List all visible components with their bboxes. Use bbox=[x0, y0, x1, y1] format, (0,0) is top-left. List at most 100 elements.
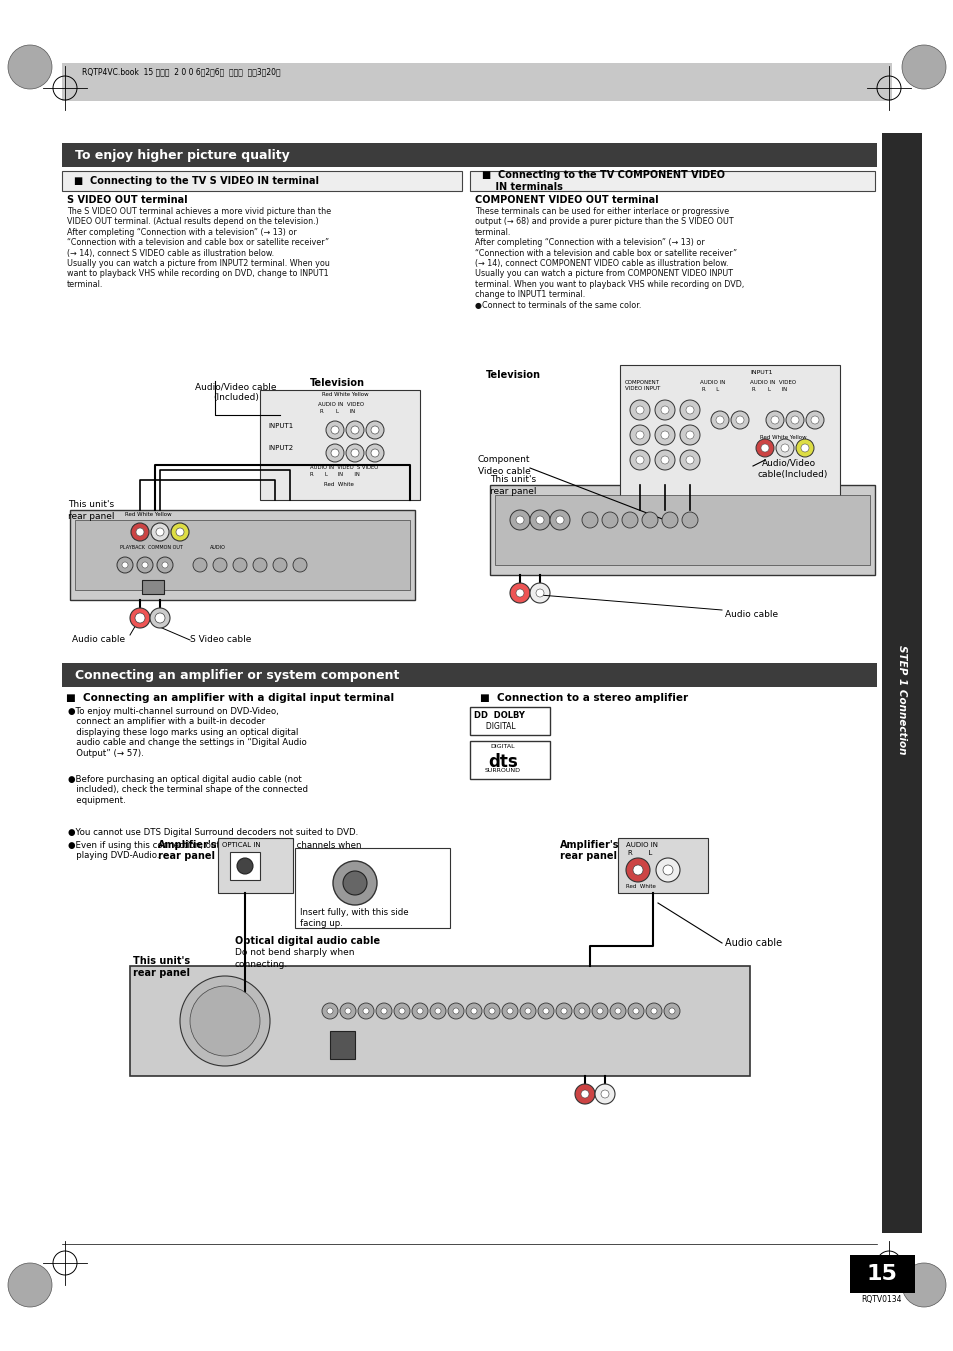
Text: ●To enjoy multi-channel surround on DVD-Video,
   connect an amplifier with a bu: ●To enjoy multi-channel surround on DVD-… bbox=[68, 707, 307, 758]
Circle shape bbox=[730, 411, 748, 430]
Text: R       L      IN       IN: R L IN IN bbox=[310, 471, 359, 477]
Text: Television: Television bbox=[310, 378, 365, 388]
Circle shape bbox=[489, 1008, 495, 1015]
Text: DIGITAL: DIGITAL bbox=[474, 721, 515, 731]
Circle shape bbox=[901, 45, 945, 89]
Circle shape bbox=[236, 858, 253, 874]
Text: DIGITAL: DIGITAL bbox=[490, 744, 514, 748]
Text: Connecting an amplifier or system component: Connecting an amplifier or system compon… bbox=[75, 669, 399, 681]
Circle shape bbox=[327, 1008, 333, 1015]
Circle shape bbox=[516, 516, 523, 524]
Text: S Video cable: S Video cable bbox=[190, 635, 251, 644]
Circle shape bbox=[137, 557, 152, 573]
Circle shape bbox=[156, 528, 164, 536]
Text: Audio/Video cable: Audio/Video cable bbox=[194, 382, 276, 392]
Circle shape bbox=[519, 1002, 536, 1019]
Bar bbox=[470, 740, 550, 780]
Circle shape bbox=[394, 1002, 410, 1019]
Circle shape bbox=[901, 1263, 945, 1306]
Circle shape bbox=[679, 400, 700, 420]
Text: Audio cable: Audio cable bbox=[724, 611, 778, 619]
Circle shape bbox=[453, 1008, 458, 1015]
Circle shape bbox=[627, 1002, 643, 1019]
Text: R       L      IN: R L IN bbox=[751, 386, 786, 392]
Bar bbox=[62, 101, 891, 1281]
Text: AUDIO IN  VIDEO  S VIDEO: AUDIO IN VIDEO S VIDEO bbox=[310, 465, 377, 470]
Bar bbox=[849, 1255, 914, 1293]
Circle shape bbox=[810, 416, 818, 424]
Circle shape bbox=[465, 1002, 481, 1019]
Text: Audio cable: Audio cable bbox=[71, 635, 125, 644]
Circle shape bbox=[371, 449, 378, 457]
Circle shape bbox=[375, 1002, 392, 1019]
Circle shape bbox=[633, 865, 642, 875]
Text: ●Before purchasing an optical digital audio cable (not
   included), check the t: ●Before purchasing an optical digital au… bbox=[68, 775, 308, 805]
Text: R       L      IN: R L IN bbox=[319, 409, 355, 413]
Circle shape bbox=[801, 444, 808, 453]
Bar bbox=[70, 509, 415, 600]
Text: connecting.: connecting. bbox=[234, 961, 288, 969]
Circle shape bbox=[629, 426, 649, 444]
Text: Television: Television bbox=[485, 370, 540, 380]
Circle shape bbox=[578, 1008, 584, 1015]
Circle shape bbox=[357, 1002, 374, 1019]
Circle shape bbox=[770, 416, 779, 424]
Circle shape bbox=[346, 422, 364, 439]
Text: Optical digital audio cable: Optical digital audio cable bbox=[234, 936, 379, 946]
Circle shape bbox=[339, 1002, 355, 1019]
Bar bbox=[218, 838, 293, 893]
Text: AUDIO IN: AUDIO IN bbox=[700, 380, 724, 385]
Circle shape bbox=[775, 439, 793, 457]
Circle shape bbox=[655, 426, 675, 444]
Circle shape bbox=[581, 512, 598, 528]
Text: SURROUND: SURROUND bbox=[484, 767, 520, 773]
Circle shape bbox=[685, 431, 693, 439]
Bar bbox=[62, 172, 461, 190]
Text: RQTV0134: RQTV0134 bbox=[861, 1296, 902, 1304]
Circle shape bbox=[663, 1002, 679, 1019]
Circle shape bbox=[537, 1002, 554, 1019]
Text: Component: Component bbox=[477, 455, 530, 463]
Text: INPUT2: INPUT2 bbox=[268, 444, 293, 451]
Circle shape bbox=[609, 1002, 625, 1019]
Circle shape bbox=[575, 1084, 595, 1104]
Circle shape bbox=[471, 1008, 476, 1015]
Circle shape bbox=[380, 1008, 387, 1015]
Circle shape bbox=[615, 1008, 620, 1015]
Text: S VIDEO OUT terminal: S VIDEO OUT terminal bbox=[67, 195, 188, 205]
Circle shape bbox=[233, 558, 247, 571]
Circle shape bbox=[322, 1002, 337, 1019]
Circle shape bbox=[516, 589, 523, 597]
Text: This unit's: This unit's bbox=[490, 476, 536, 484]
Text: COMPONENT VIDEO OUT terminal: COMPONENT VIDEO OUT terminal bbox=[475, 195, 658, 205]
Circle shape bbox=[655, 450, 675, 470]
Circle shape bbox=[600, 1090, 608, 1098]
Circle shape bbox=[650, 1008, 657, 1015]
Circle shape bbox=[193, 558, 207, 571]
Text: cable(Included): cable(Included) bbox=[758, 470, 827, 480]
Bar bbox=[62, 63, 891, 101]
Circle shape bbox=[597, 1008, 602, 1015]
Text: rear panel: rear panel bbox=[158, 851, 214, 861]
Circle shape bbox=[8, 1263, 52, 1306]
Text: ■  Connecting to the TV COMPONENT VIDEO
    IN terminals: ■ Connecting to the TV COMPONENT VIDEO I… bbox=[481, 170, 724, 192]
Circle shape bbox=[150, 608, 170, 628]
Text: rear panel: rear panel bbox=[559, 851, 617, 861]
Circle shape bbox=[151, 523, 169, 540]
Circle shape bbox=[351, 426, 358, 434]
Circle shape bbox=[536, 589, 543, 597]
Bar bbox=[619, 365, 840, 509]
Circle shape bbox=[430, 1002, 446, 1019]
Bar bbox=[62, 663, 876, 688]
Circle shape bbox=[506, 1008, 513, 1015]
Text: STEP 1 Connection: STEP 1 Connection bbox=[896, 646, 906, 755]
Circle shape bbox=[343, 871, 367, 894]
Text: ●You cannot use DTS Digital Surround decoders not suited to DVD.: ●You cannot use DTS Digital Surround dec… bbox=[68, 828, 358, 838]
Circle shape bbox=[660, 431, 668, 439]
Circle shape bbox=[501, 1002, 517, 1019]
Circle shape bbox=[412, 1002, 428, 1019]
Circle shape bbox=[448, 1002, 463, 1019]
Circle shape bbox=[346, 444, 364, 462]
Bar bbox=[260, 390, 419, 500]
Circle shape bbox=[629, 450, 649, 470]
